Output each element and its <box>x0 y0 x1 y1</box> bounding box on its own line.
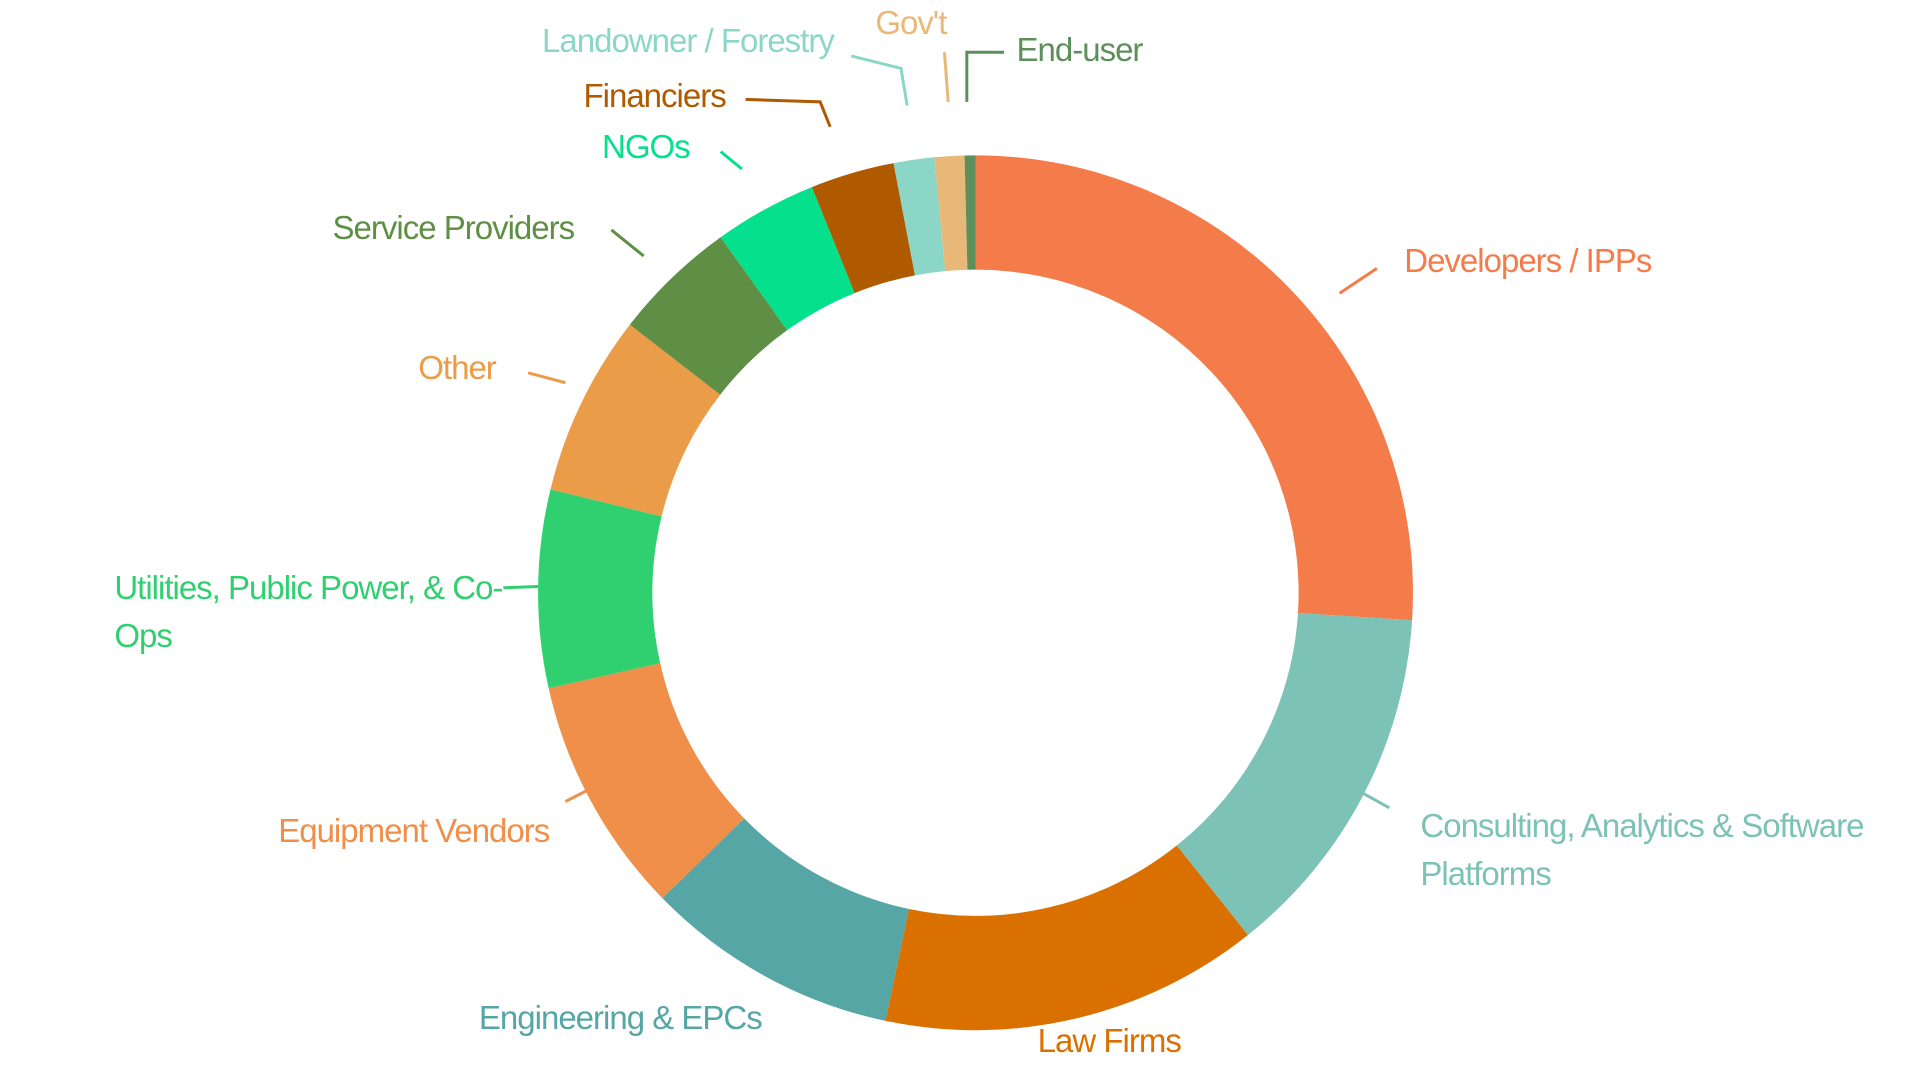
slice <box>720 187 855 331</box>
leader-line <box>1067 964 1089 1004</box>
leader-line <box>748 931 778 968</box>
leader-line <box>610 228 645 258</box>
slice-label: Utilities, Public Power, & Co-Ops <box>114 569 503 655</box>
slice-label: Developers / IPPs <box>1404 242 1652 280</box>
leader-line <box>1338 267 1378 295</box>
slice-label: Engineering & EPCs <box>478 999 763 1037</box>
slice <box>629 237 788 395</box>
slice <box>964 155 976 270</box>
slice-label: NGOs <box>602 128 691 166</box>
slice <box>662 818 910 1021</box>
slice-label: Other <box>418 349 497 387</box>
leader-line <box>850 54 909 106</box>
slice <box>1176 613 1413 936</box>
slice <box>550 324 721 517</box>
leader-line <box>1338 779 1391 810</box>
leader-line <box>564 777 610 803</box>
leader-line <box>503 585 539 590</box>
slice <box>893 157 946 276</box>
leader-line <box>719 150 743 171</box>
slice-label: Service Providers <box>332 208 576 246</box>
slice <box>934 155 968 272</box>
slice-label: Law Firms <box>1037 1021 1182 1059</box>
leader-line <box>745 97 832 128</box>
leader-line <box>965 50 1005 102</box>
slice-label: Gov't <box>875 3 947 41</box>
leader-line <box>942 52 950 103</box>
slice-label: Consulting, Analytics & Software Platfor… <box>1420 806 1864 892</box>
slice-label: Landowner / Forestry <box>542 22 835 60</box>
slice <box>975 155 1413 621</box>
slice-label: Financiers <box>583 77 726 115</box>
slice <box>811 163 915 294</box>
slice-label: End-user <box>1016 31 1144 69</box>
slice <box>538 489 662 689</box>
slice <box>548 663 745 899</box>
slice <box>885 845 1248 1031</box>
leader-line <box>527 371 566 385</box>
slice-label: Equipment Vendors <box>278 811 550 849</box>
